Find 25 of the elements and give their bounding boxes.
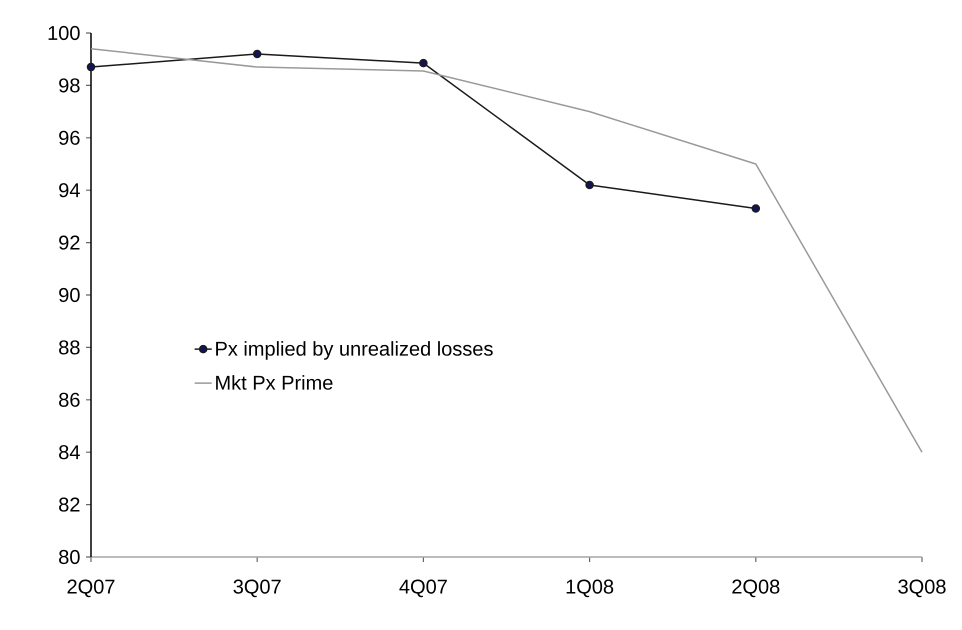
y-tick-label: 86	[59, 392, 80, 407]
legend-label: Mkt Px Prime	[216, 375, 332, 390]
y-tick-label: 88	[59, 340, 80, 354]
point	[252, 50, 262, 58]
y-tick-label: 90	[59, 288, 80, 302]
point	[419, 58, 428, 68]
point	[86, 62, 96, 72]
y-tick-label: 96	[59, 130, 80, 145]
line-series	[90, 48, 923, 453]
y-tick-label: 94	[59, 183, 80, 198]
x-tick-label: 2Q07	[68, 580, 114, 598]
x-tick-label: 1Q08	[566, 580, 614, 598]
y-tick-label: 98	[59, 78, 80, 92]
y-tick-label: 82	[59, 498, 80, 512]
x-tick-label: 3Q07	[234, 580, 281, 598]
y-tick-label: 100	[48, 26, 80, 40]
y-tick-label: 92	[59, 236, 80, 250]
legend-label: Px implied by unrealized losses	[216, 341, 493, 360]
y-tick-label: 84	[59, 445, 80, 460]
x-tick-label: 2Q08	[732, 580, 780, 598]
y-tick-label: 80	[59, 550, 80, 564]
point	[585, 180, 594, 190]
x-tick-label: 3Q08	[898, 580, 946, 598]
point	[752, 204, 760, 213]
x-tick-label: 4Q07	[399, 580, 447, 598]
